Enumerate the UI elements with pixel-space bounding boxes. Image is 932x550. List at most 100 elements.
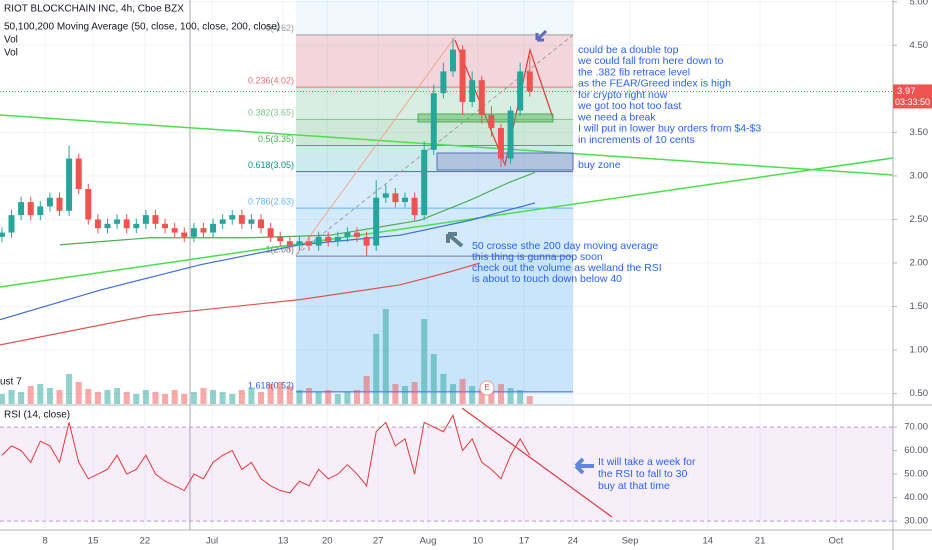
annotation: in increments of 10 cents — [578, 134, 695, 146]
candle-body — [382, 193, 389, 198]
candle-body — [296, 241, 303, 246]
arrow — [535, 29, 548, 42]
fib-label: 0.382(3.65) — [248, 108, 294, 118]
annotation: we could fall from here down to — [577, 55, 723, 67]
annotation: for crypto right now — [578, 89, 668, 101]
volume-bar — [497, 384, 504, 404]
volume-bar — [162, 394, 169, 404]
volume-bar — [286, 386, 293, 404]
y-tick-label: 5.00 — [910, 0, 929, 7]
arrow — [574, 457, 594, 475]
volume-bar — [190, 392, 197, 404]
volume-bar — [334, 394, 341, 404]
candle-body — [66, 158, 73, 211]
x-tick-label: 17 — [519, 536, 530, 547]
volume-bar — [373, 334, 380, 404]
volume-bar — [459, 379, 466, 404]
fib-zone — [296, 171, 573, 209]
candle-body — [210, 223, 217, 233]
candle-body — [238, 215, 245, 224]
y-tick-label: 30.00 — [904, 516, 928, 527]
price-tag — [893, 84, 932, 109]
candle-body — [449, 49, 456, 72]
volume-label: Vol — [4, 35, 18, 46]
volume-bar — [507, 388, 514, 404]
volume-bar — [392, 384, 399, 404]
volume-bar — [315, 392, 322, 404]
candle-body — [18, 202, 25, 216]
y-tick-label: 1.50 — [910, 301, 929, 312]
volume-bar — [449, 384, 456, 404]
volume-bar — [181, 394, 188, 404]
volume-bar — [411, 382, 418, 404]
candle-body — [56, 197, 63, 211]
candle-body — [344, 232, 351, 237]
event-icon-label: E — [484, 383, 489, 392]
volume-bar — [363, 376, 370, 404]
candle-body — [363, 236, 370, 246]
candle-body — [8, 215, 15, 233]
candle-body — [85, 189, 92, 220]
candle-body — [152, 215, 159, 224]
rsi-title: RSI (14, close) — [4, 410, 70, 421]
volume-bar — [123, 392, 130, 404]
y-tick-label: 3.00 — [910, 170, 929, 181]
annotation: could be a double top — [578, 44, 679, 56]
volume-bar — [469, 386, 476, 404]
y-tick-label: 50.00 — [904, 469, 928, 480]
candle-body — [373, 197, 380, 246]
volume-bar — [488, 390, 495, 404]
volume-bar — [210, 390, 217, 404]
candle-body — [37, 206, 44, 216]
volume-bar — [27, 386, 34, 404]
candles — [0, 38, 536, 346]
x-tick-label: 15 — [88, 536, 99, 547]
volume-bar — [382, 309, 389, 404]
volume-bar — [306, 388, 313, 404]
drawings: E — [0, 0, 894, 530]
volume-bar — [171, 390, 178, 404]
volume-bar — [421, 319, 428, 404]
candle-body — [200, 228, 207, 233]
fib-label: 0(4.62) — [266, 23, 295, 33]
candle-body — [104, 223, 111, 229]
annotation: check out the volume as welland the RSI — [472, 262, 662, 274]
candle-body — [171, 228, 178, 233]
volume-bar — [56, 390, 63, 404]
candle-body — [219, 219, 226, 224]
fib-label: 0.236(4.02) — [248, 75, 294, 85]
volume-bar — [133, 394, 140, 404]
y-tick-label: 60.00 — [904, 445, 928, 456]
candle-body — [46, 197, 53, 207]
volume-bar — [46, 388, 53, 404]
x-tick-label: 24 — [568, 536, 579, 547]
candle-body — [75, 158, 82, 189]
candle-body — [123, 219, 130, 229]
price-tag-label: 3.97 — [897, 86, 916, 97]
annotation: this thing is gunna pop soon — [472, 251, 603, 263]
y-tick-label: 2.00 — [910, 258, 929, 269]
countdown: 03:33:50 — [895, 97, 930, 107]
annotation: we got too hot too fast — [577, 100, 681, 112]
candle-body — [469, 80, 476, 102]
annotation: buy at that time — [598, 480, 670, 492]
volume-bar — [238, 390, 245, 404]
rsi-band — [0, 427, 893, 522]
candle-body — [0, 232, 5, 237]
volume-bar — [248, 388, 255, 404]
volume-bar — [517, 390, 524, 404]
volume-bar — [344, 392, 351, 404]
volume-bar — [430, 354, 437, 404]
candle-body — [497, 128, 504, 159]
volume-bar — [258, 392, 265, 404]
volume-bar — [526, 396, 533, 404]
candle-body — [142, 215, 149, 224]
x-tick-label: 22 — [140, 536, 151, 547]
volume-bar — [75, 382, 82, 404]
candle-body — [267, 228, 274, 237]
candle-body — [325, 236, 332, 242]
volume-label: Vol — [4, 48, 18, 59]
candle-body — [277, 236, 284, 242]
volume-bar — [478, 389, 485, 404]
rsi-line — [1, 414, 531, 494]
